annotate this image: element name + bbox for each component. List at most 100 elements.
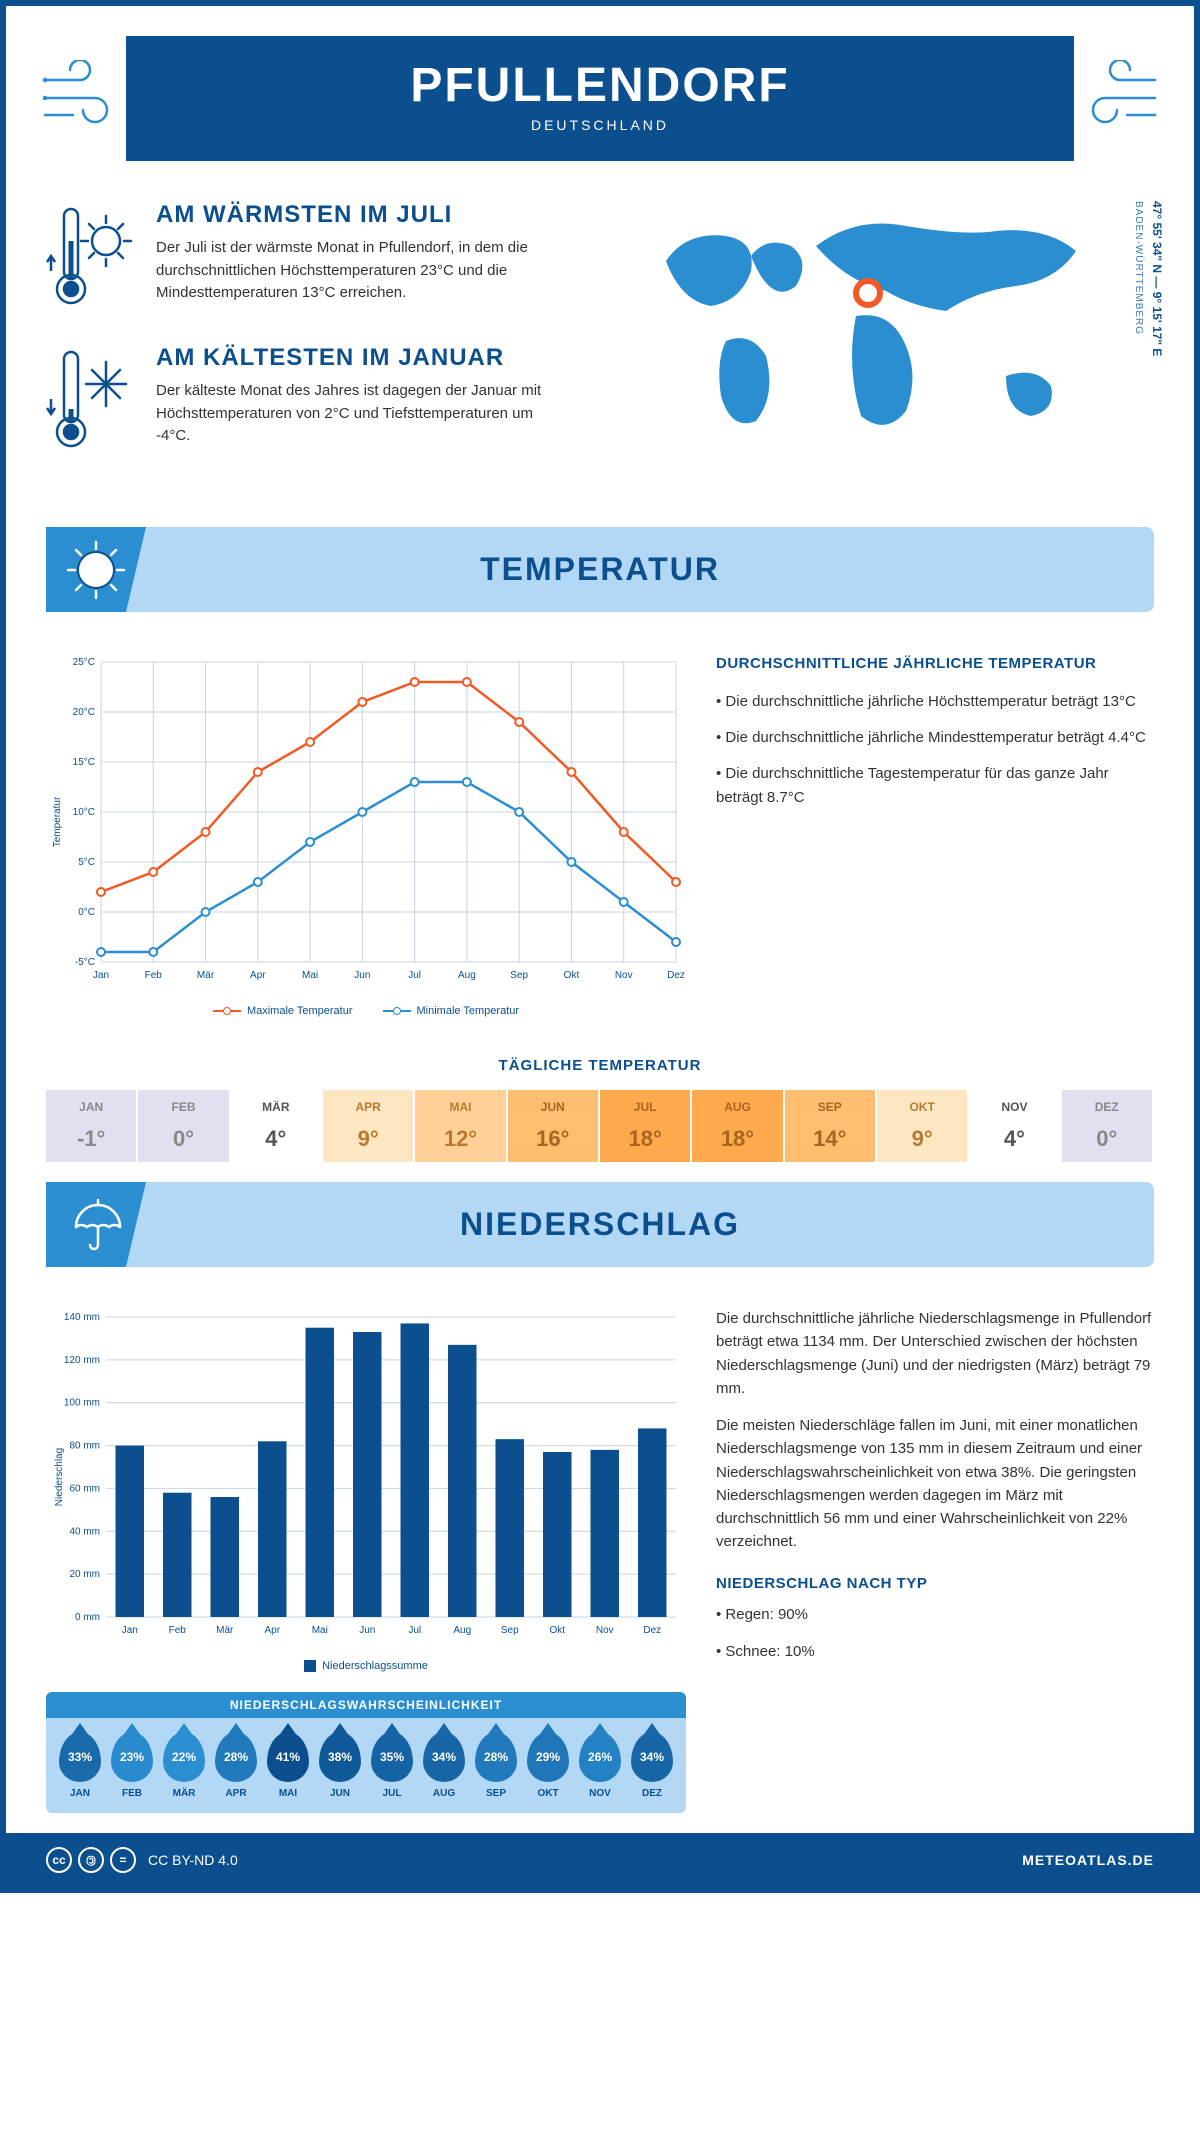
svg-text:120 mm: 120 mm — [64, 1355, 100, 1366]
prob-cell: 34%AUG — [418, 1732, 470, 1799]
svg-text:Apr: Apr — [250, 970, 266, 981]
daily-cell: JAN-1° — [46, 1090, 138, 1162]
footer: cc 🄯 = CC BY-ND 4.0 METEOATLAS.DE — [6, 1833, 1194, 1887]
precip-info-text: Die durchschnittliche jährliche Niedersc… — [716, 1307, 1154, 1813]
daily-cell: JUL18° — [600, 1090, 692, 1162]
cold-heading: AM KÄLTESTEN IM JANUAR — [156, 344, 556, 372]
svg-text:20°C: 20°C — [73, 707, 95, 718]
svg-text:Dez: Dez — [643, 1625, 661, 1636]
prob-cell: 35%JUL — [366, 1732, 418, 1799]
svg-text:20 mm: 20 mm — [69, 1569, 100, 1580]
svg-text:Nov: Nov — [596, 1625, 614, 1636]
precip-section-title: NIEDERSCHLAG — [46, 1206, 1154, 1243]
legend-max: Maximale Temperatur — [213, 1005, 353, 1017]
precipitation-bar-chart: 0 mm 20 mm 40 mm 60 mm 80 mm 100 mm 120 mm 140 … — [46, 1307, 686, 1672]
precip-probability-box: NIEDERSCHLAGSWAHRSCHEINLICHKEIT 33%JAN23… — [46, 1692, 686, 1813]
daily-cell: DEZ0° — [1062, 1090, 1154, 1162]
page-frame: PFULLENDORF DEUTSCHLAND AM WÄRMSTEN IM J… — [0, 0, 1200, 1893]
temp-section-header: TEMPERATUR — [46, 527, 1154, 612]
svg-text:Dez: Dez — [667, 970, 685, 981]
svg-text:Jan: Jan — [93, 970, 109, 981]
svg-text:40 mm: 40 mm — [69, 1526, 100, 1537]
city-title: PFULLENDORF — [126, 58, 1074, 113]
svg-text:Okt: Okt — [564, 970, 580, 981]
svg-text:Jul: Jul — [408, 1625, 421, 1636]
prob-cell: 38%JUN — [314, 1732, 366, 1799]
daily-cell: APR9° — [323, 1090, 415, 1162]
svg-text:Mär: Mär — [197, 970, 215, 981]
umbrella-icon — [46, 1182, 146, 1267]
precip-section-header: NIEDERSCHLAG — [46, 1182, 1154, 1267]
svg-text:10°C: 10°C — [73, 807, 95, 818]
world-map: 47° 55' 34" N — 9° 15' 17" E BADEN-WÜRTT… — [636, 201, 1154, 487]
svg-text:Temperatur: Temperatur — [52, 796, 63, 847]
country-label: DEUTSCHLAND — [126, 117, 1074, 133]
prob-cell: 23%FEB — [106, 1732, 158, 1799]
wind-icon — [1070, 60, 1160, 135]
svg-text:25°C: 25°C — [73, 657, 95, 668]
svg-text:Sep: Sep — [501, 1625, 519, 1636]
svg-text:80 mm: 80 mm — [69, 1441, 100, 1452]
prob-cell: 28%APR — [210, 1732, 262, 1799]
cc-icons: cc 🄯 = — [46, 1847, 136, 1873]
svg-text:Mai: Mai — [302, 970, 318, 981]
daily-cell: NOV4° — [969, 1090, 1061, 1162]
daily-cell: MÄR4° — [231, 1090, 323, 1162]
daily-cell: SEP14° — [785, 1090, 877, 1162]
warm-heading: AM WÄRMSTEN IM JULI — [156, 201, 556, 229]
svg-text:Apr: Apr — [264, 1625, 280, 1636]
legend-min: Minimale Temperatur — [383, 1005, 520, 1017]
svg-text:0 mm: 0 mm — [75, 1612, 100, 1623]
intro-row: AM WÄRMSTEN IM JULI Der Juli ist der wär… — [6, 161, 1194, 507]
license-text: CC BY-ND 4.0 — [148, 1852, 238, 1868]
prob-cell: 22%MÄR — [158, 1732, 210, 1799]
thermometer-cold-icon — [46, 344, 136, 459]
daily-temp-title: TÄGLICHE TEMPERATUR — [6, 1057, 1194, 1074]
daily-cell: OKT9° — [877, 1090, 969, 1162]
wind-icon — [40, 60, 130, 135]
svg-text:Sep: Sep — [510, 970, 528, 981]
svg-text:Niederschlag: Niederschlag — [54, 1448, 65, 1506]
daily-cell: JUN16° — [508, 1090, 600, 1162]
svg-text:Feb: Feb — [169, 1625, 187, 1636]
svg-text:-5°C: -5°C — [75, 957, 95, 968]
prob-cell: 26%NOV — [574, 1732, 626, 1799]
region-label: BADEN-WÜRTTEMBERG — [1133, 201, 1144, 335]
svg-text:Feb: Feb — [145, 970, 163, 981]
temp-info-text: DURCHSCHNITTLICHE JÄHRLICHE TEMPERATUR •… — [716, 652, 1154, 1017]
svg-text:15°C: 15°C — [73, 757, 95, 768]
cold-text: Der kälteste Monat des Jahres ist dagege… — [156, 380, 556, 448]
svg-text:140 mm: 140 mm — [64, 1312, 100, 1323]
daily-cell: MAI12° — [415, 1090, 507, 1162]
svg-text:Jun: Jun — [354, 970, 370, 981]
svg-text:Nov: Nov — [615, 970, 633, 981]
svg-text:100 mm: 100 mm — [64, 1398, 100, 1409]
temp-section-title: TEMPERATUR — [46, 551, 1154, 588]
sun-icon — [46, 527, 146, 612]
svg-text:5°C: 5°C — [78, 857, 95, 868]
prob-cell: 28%SEP — [470, 1732, 522, 1799]
prob-cell: 34%DEZ — [626, 1732, 678, 1799]
svg-text:0°C: 0°C — [78, 907, 95, 918]
svg-text:Aug: Aug — [453, 1625, 471, 1636]
prob-cell: 29%OKT — [522, 1732, 574, 1799]
daily-cell: AUG18° — [692, 1090, 784, 1162]
header-banner: PFULLENDORF DEUTSCHLAND — [126, 36, 1074, 161]
svg-text:Jul: Jul — [408, 970, 421, 981]
temperature-line-chart: -5°C 0°C 5°C 10°C 15°C 20°C 25°C Jan Feb Mär Apr Ma… — [46, 652, 686, 1017]
svg-text:Okt: Okt — [549, 1625, 565, 1636]
coordinates: 47° 55' 34" N — 9° 15' 17" E — [1150, 201, 1164, 356]
svg-text:Aug: Aug — [458, 970, 476, 981]
svg-text:Jun: Jun — [359, 1625, 375, 1636]
legend-precip: Niederschlagssumme — [304, 1660, 428, 1672]
prob-cell: 33%JAN — [54, 1732, 106, 1799]
daily-cell: FEB0° — [138, 1090, 230, 1162]
warm-text: Der Juli ist der wärmste Monat in Pfulle… — [156, 237, 556, 305]
svg-text:60 mm: 60 mm — [69, 1483, 100, 1494]
thermometer-hot-icon — [46, 201, 136, 316]
svg-text:Mai: Mai — [312, 1625, 328, 1636]
svg-text:Jan: Jan — [122, 1625, 138, 1636]
daily-temp-grid: JAN-1°FEB0°MÄR4°APR9°MAI12°JUN16°JUL18°A… — [46, 1090, 1154, 1162]
site-name: METEOATLAS.DE — [1022, 1852, 1154, 1868]
svg-text:Mär: Mär — [216, 1625, 234, 1636]
